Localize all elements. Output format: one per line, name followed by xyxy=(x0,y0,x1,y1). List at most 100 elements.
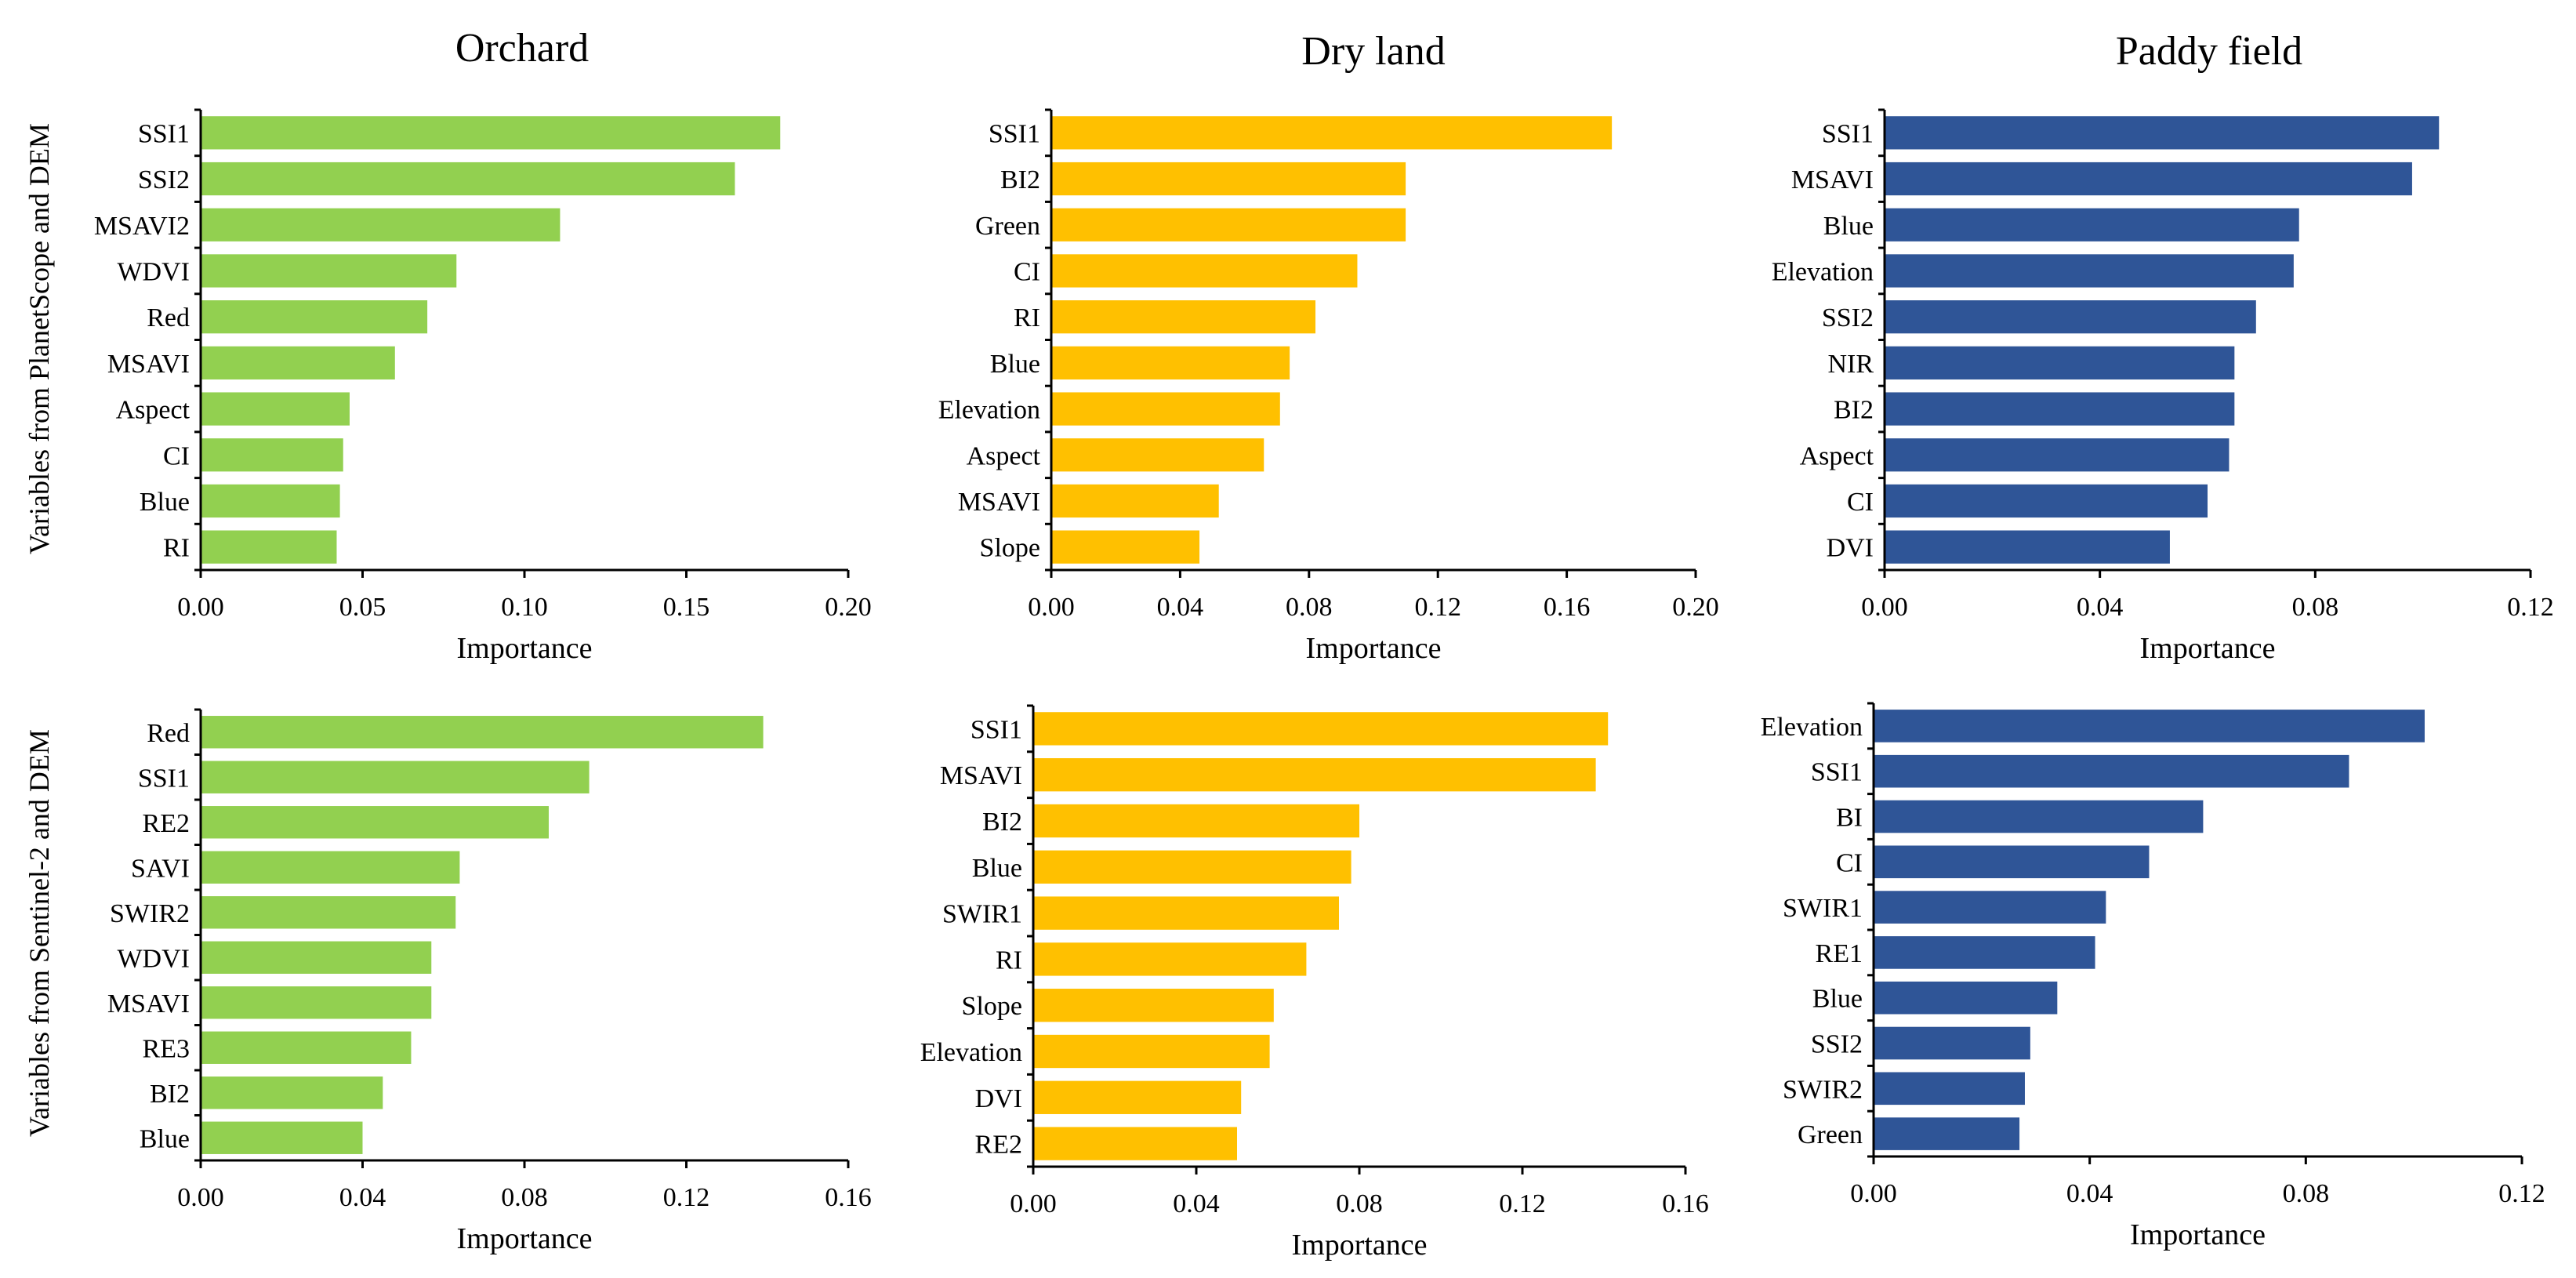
x-axis-label: Importance xyxy=(456,632,592,665)
bar-msavi xyxy=(1885,162,2412,196)
category-label: WDVI xyxy=(117,944,190,973)
category-label: SSI1 xyxy=(1811,758,1863,787)
x-tick-label: 0.08 xyxy=(1286,593,1333,622)
category-label: Slope xyxy=(980,534,1040,563)
bar-blue xyxy=(1033,850,1351,884)
bar-dvi xyxy=(1885,530,2170,564)
bar-re3 xyxy=(201,1031,412,1064)
x-tick-label: 0.08 xyxy=(501,1183,548,1212)
bar-elevation xyxy=(1885,254,2294,288)
x-tick-label: 0.08 xyxy=(2283,1179,2330,1208)
bar-slope xyxy=(1033,989,1274,1022)
chart-panel-0: SSI1 SSI2 MSAVI2 WDVI Red MSAVI Aspect CI Blue RI… xyxy=(94,108,872,665)
category-label: BI xyxy=(1836,804,1863,833)
bar-ri xyxy=(1051,300,1316,334)
x-tick-label: 0.10 xyxy=(501,593,548,622)
bar-red xyxy=(201,300,428,334)
x-tick-label: 0.20 xyxy=(825,593,872,622)
x-tick-label: 0.04 xyxy=(2066,1179,2113,1208)
category-label: Green xyxy=(975,212,1040,241)
bar-ci xyxy=(1051,254,1358,288)
x-axis-label: Importance xyxy=(1305,632,1441,665)
bar-elevation xyxy=(1874,710,2425,742)
category-label: Red xyxy=(147,303,190,332)
bar-swir1 xyxy=(1874,891,2106,924)
category-label: CI xyxy=(1847,488,1874,517)
bar-blue xyxy=(201,484,340,518)
x-tick-label: 0.12 xyxy=(1414,593,1461,622)
category-label: WDVI xyxy=(117,257,190,286)
category-label: MSAVI xyxy=(1791,165,1874,194)
category-label: SSI1 xyxy=(138,764,190,793)
x-tick-label: 0.08 xyxy=(1336,1189,1383,1218)
bar-ci xyxy=(201,438,343,472)
category-label: CI xyxy=(163,441,190,470)
category-label: Blue xyxy=(1812,985,1863,1014)
category-label: Blue xyxy=(1823,212,1874,241)
x-axis-label: Importance xyxy=(2139,632,2275,665)
category-label: Green xyxy=(1798,1120,1863,1149)
x-tick-label: 0.00 xyxy=(177,1183,224,1212)
category-label: DVI xyxy=(1827,534,1874,563)
bar-swir2 xyxy=(201,896,456,929)
bar-ssi1 xyxy=(201,761,590,793)
bar-ssi2 xyxy=(1874,1026,2030,1060)
x-tick-label: 0.15 xyxy=(663,593,710,622)
category-label: SSI1 xyxy=(1822,119,1874,148)
x-tick-label: 0.20 xyxy=(1672,593,1719,622)
bar-ssi1 xyxy=(201,116,781,150)
bar-aspect xyxy=(1051,438,1264,472)
x-tick-label: 0.16 xyxy=(1662,1189,1709,1218)
category-label: Blue xyxy=(140,1124,190,1153)
category-label: Aspect xyxy=(116,396,190,425)
category-label: Elevation xyxy=(938,396,1040,425)
category-label: SSI1 xyxy=(989,119,1040,148)
bar-blue xyxy=(1885,208,2299,241)
bar-ssi2 xyxy=(1885,300,2256,334)
x-tick-label: 0.04 xyxy=(1157,593,1204,622)
category-label: RE2 xyxy=(975,1131,1022,1160)
chart-panel-4: SSI1 MSAVI BI2 Blue SWIR1 RI Slope Elevation DVI… xyxy=(920,704,1709,1262)
category-label: SAVI xyxy=(131,854,190,883)
category-label: BI2 xyxy=(150,1080,190,1109)
category-label: SWIR1 xyxy=(1783,894,1863,923)
bar-red xyxy=(201,716,764,749)
category-label: SWIR2 xyxy=(110,899,190,928)
bar-bi xyxy=(1874,800,2204,833)
row-label-planetscope: Variables from PlanetScope and DEM xyxy=(24,123,55,554)
bar-msavi xyxy=(201,986,432,1019)
x-tick-label: 0.04 xyxy=(2077,593,2124,622)
category-label: RE3 xyxy=(143,1034,190,1063)
x-tick-label: 0.12 xyxy=(2498,1179,2545,1208)
x-tick-label: 0.12 xyxy=(2507,593,2554,622)
x-tick-label: 0.16 xyxy=(1544,593,1591,622)
bar-ri xyxy=(1033,942,1307,976)
bar-aspect xyxy=(201,392,350,426)
category-label: SSI1 xyxy=(138,119,190,148)
x-tick-label: 0.00 xyxy=(1010,1189,1057,1218)
bar-msavi xyxy=(1051,484,1219,518)
bar-dvi xyxy=(1033,1080,1242,1114)
x-tick-label: 0.00 xyxy=(177,593,224,622)
category-label: Aspect xyxy=(967,441,1041,470)
bar-bi2 xyxy=(201,1076,383,1109)
title-orchard: Orchard xyxy=(455,26,589,71)
bar-re1 xyxy=(1874,936,2095,969)
bar-re2 xyxy=(201,806,549,839)
x-tick-label: 0.00 xyxy=(1861,593,1908,622)
bar-green xyxy=(1051,208,1406,241)
category-label: RI xyxy=(163,534,190,563)
bar-ssi1 xyxy=(1033,712,1609,746)
x-axis-label: Importance xyxy=(2130,1218,2266,1251)
category-label: SWIR2 xyxy=(1783,1075,1863,1104)
bar-msavi xyxy=(201,346,395,379)
category-label: RE1 xyxy=(1816,939,1863,968)
bar-ssi1 xyxy=(1885,116,2440,150)
chart-panel-3: Red SSI1 RE2 SAVI SWIR2 WDVI MSAVI RE3 BI2 Blue 0.… xyxy=(107,708,872,1255)
bar-savi xyxy=(201,851,460,884)
bar-wdvi xyxy=(201,941,432,974)
category-label: SSI1 xyxy=(971,715,1022,744)
category-label: Blue xyxy=(990,350,1040,379)
category-label: BI2 xyxy=(982,808,1022,837)
